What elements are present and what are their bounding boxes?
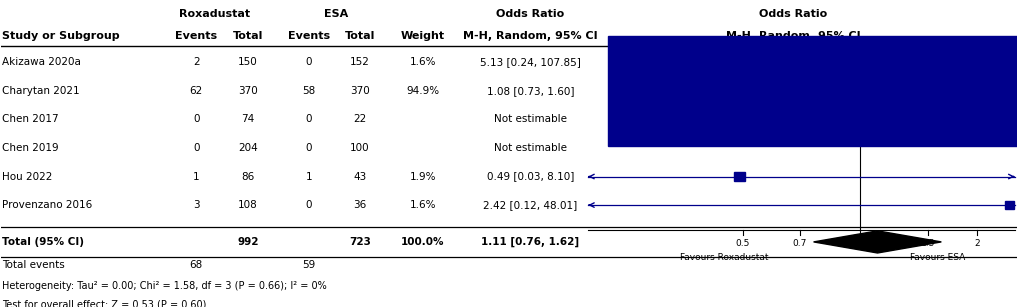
Text: 94.9%: 94.9% bbox=[406, 86, 440, 96]
Text: 100.0%: 100.0% bbox=[401, 237, 445, 247]
Text: 1.6%: 1.6% bbox=[409, 57, 436, 67]
Text: 1: 1 bbox=[857, 239, 863, 248]
Text: M-H, Random, 95% CI: M-H, Random, 95% CI bbox=[726, 31, 860, 41]
Text: Odds Ratio: Odds Ratio bbox=[759, 9, 828, 19]
Text: 723: 723 bbox=[349, 237, 371, 247]
Text: 58: 58 bbox=[302, 86, 316, 96]
Text: 108: 108 bbox=[238, 200, 258, 210]
Text: 59: 59 bbox=[302, 260, 316, 270]
Bar bbox=[1005, 201, 1014, 209]
Text: 1.08 [0.73, 1.60]: 1.08 [0.73, 1.60] bbox=[487, 86, 574, 96]
Text: 0: 0 bbox=[193, 115, 200, 124]
Text: M-H, Random, 95% CI: M-H, Random, 95% CI bbox=[463, 31, 598, 41]
Text: Not estimable: Not estimable bbox=[494, 115, 567, 124]
Text: Not estimable: Not estimable bbox=[494, 143, 567, 153]
Text: ESA: ESA bbox=[325, 9, 348, 19]
Text: Total: Total bbox=[233, 31, 264, 41]
Text: Total: Total bbox=[344, 31, 375, 41]
Text: 150: 150 bbox=[238, 57, 258, 67]
Text: 2: 2 bbox=[193, 57, 200, 67]
Text: Favours Roxadustat: Favours Roxadustat bbox=[680, 253, 769, 262]
Text: Study or Subgroup: Study or Subgroup bbox=[2, 31, 120, 41]
Text: 152: 152 bbox=[350, 57, 370, 67]
Text: Heterogeneity: Tau² = 0.00; Chi² = 1.58, df = 3 (P = 0.66); I² = 0%: Heterogeneity: Tau² = 0.00; Chi² = 1.58,… bbox=[2, 281, 327, 291]
Text: Roxadustat: Roxadustat bbox=[179, 9, 250, 19]
Text: 1.5: 1.5 bbox=[921, 239, 936, 248]
Text: 100: 100 bbox=[350, 143, 370, 153]
Text: 0: 0 bbox=[193, 143, 200, 153]
Text: Akizawa 2020a: Akizawa 2020a bbox=[2, 57, 81, 67]
Text: Total events: Total events bbox=[2, 260, 65, 270]
Text: 2.42 [0.12, 48.01]: 2.42 [0.12, 48.01] bbox=[484, 200, 577, 210]
Text: 0: 0 bbox=[305, 57, 313, 67]
Text: Provenzano 2016: Provenzano 2016 bbox=[2, 200, 93, 210]
Polygon shape bbox=[813, 231, 942, 253]
Text: 0.49 [0.03, 8.10]: 0.49 [0.03, 8.10] bbox=[487, 172, 574, 181]
Text: 5.13 [0.24, 107.85]: 5.13 [0.24, 107.85] bbox=[479, 57, 580, 67]
Text: Chen 2019: Chen 2019 bbox=[2, 143, 59, 153]
Text: Weight: Weight bbox=[401, 31, 445, 41]
Text: 86: 86 bbox=[241, 172, 254, 181]
Text: 1.9%: 1.9% bbox=[409, 172, 436, 181]
Text: Test for overall effect: Z = 0.53 (P = 0.60): Test for overall effect: Z = 0.53 (P = 0… bbox=[2, 299, 207, 307]
Text: 3: 3 bbox=[193, 200, 200, 210]
Text: 1.11 [0.76, 1.62]: 1.11 [0.76, 1.62] bbox=[482, 237, 579, 247]
Text: 36: 36 bbox=[353, 200, 366, 210]
Text: Events: Events bbox=[175, 31, 218, 41]
Text: Charytan 2021: Charytan 2021 bbox=[2, 86, 80, 96]
Text: 0.7: 0.7 bbox=[792, 239, 807, 248]
Text: Chen 2017: Chen 2017 bbox=[2, 115, 59, 124]
Text: 1: 1 bbox=[305, 172, 313, 181]
Text: 68: 68 bbox=[189, 260, 203, 270]
Text: 1.6%: 1.6% bbox=[409, 200, 436, 210]
Text: 22: 22 bbox=[353, 115, 366, 124]
Text: 370: 370 bbox=[238, 86, 258, 96]
Text: 2: 2 bbox=[974, 239, 979, 248]
Text: 62: 62 bbox=[189, 86, 203, 96]
Text: Total (95% CI): Total (95% CI) bbox=[2, 237, 84, 247]
Text: 0: 0 bbox=[305, 115, 313, 124]
Text: 0: 0 bbox=[305, 143, 313, 153]
Text: 43: 43 bbox=[353, 172, 366, 181]
Text: Odds Ratio: Odds Ratio bbox=[496, 9, 564, 19]
Bar bbox=[608, 36, 1018, 146]
Text: Events: Events bbox=[288, 31, 330, 41]
Text: 1: 1 bbox=[193, 172, 200, 181]
Text: 0.5: 0.5 bbox=[736, 239, 750, 248]
Text: 204: 204 bbox=[238, 143, 258, 153]
Text: 370: 370 bbox=[350, 86, 370, 96]
Bar bbox=[734, 172, 745, 181]
Text: 74: 74 bbox=[241, 115, 254, 124]
Text: 992: 992 bbox=[237, 237, 259, 247]
Text: 0: 0 bbox=[305, 200, 313, 210]
Text: Favours ESA: Favours ESA bbox=[910, 253, 965, 262]
Text: Hou 2022: Hou 2022 bbox=[2, 172, 53, 181]
